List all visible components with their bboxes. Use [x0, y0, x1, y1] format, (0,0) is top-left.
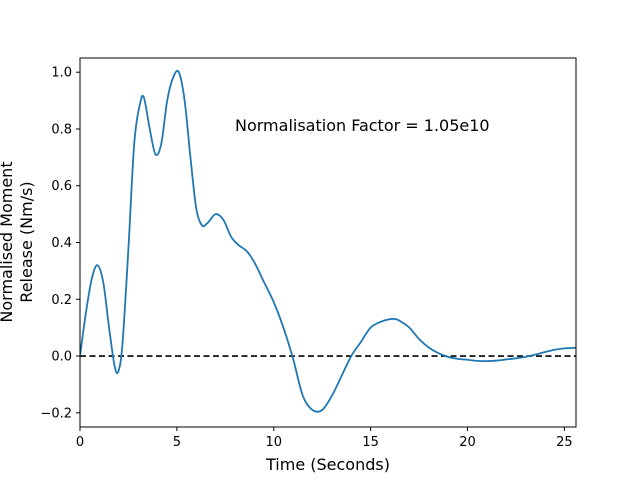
x-axis-title-group: Time (Seconds) [265, 455, 390, 474]
y-tick-label-5: 0.8 [51, 122, 72, 137]
x-axis-title: Time (Seconds) [265, 455, 390, 474]
normalisation-annotation: Normalisation Factor = 1.05e10 [235, 116, 490, 135]
x-tick-label-15: 15 [362, 435, 379, 450]
y-tick-label-3: 0.4 [51, 236, 72, 251]
y-axis-title-group: Normalised Moment Release (Nm/s) [0, 161, 36, 322]
plot-frame [79, 57, 577, 428]
y-tick-label-6: 1.0 [51, 66, 72, 81]
y-tick-label-0: −0.2 [40, 406, 72, 421]
y-axis-title-line-2: Release (Nm/s) [17, 181, 36, 302]
moment-release-series-line-0 [80, 69, 576, 413]
y-axis-title-line-1: Normalised Moment [0, 161, 16, 322]
y-tick-label-4: 0.6 [51, 179, 72, 194]
x-tick-label-20: 20 [459, 435, 476, 450]
x-tick-label-25: 25 [556, 435, 573, 450]
x-tick-label-10: 10 [265, 435, 282, 450]
x-tick-label-5: 5 [173, 435, 181, 450]
y-tick-label-2: 0.2 [51, 293, 72, 308]
y-tick-label-1: 0.0 [51, 350, 72, 365]
x-tick-label-0: 0 [76, 435, 84, 450]
